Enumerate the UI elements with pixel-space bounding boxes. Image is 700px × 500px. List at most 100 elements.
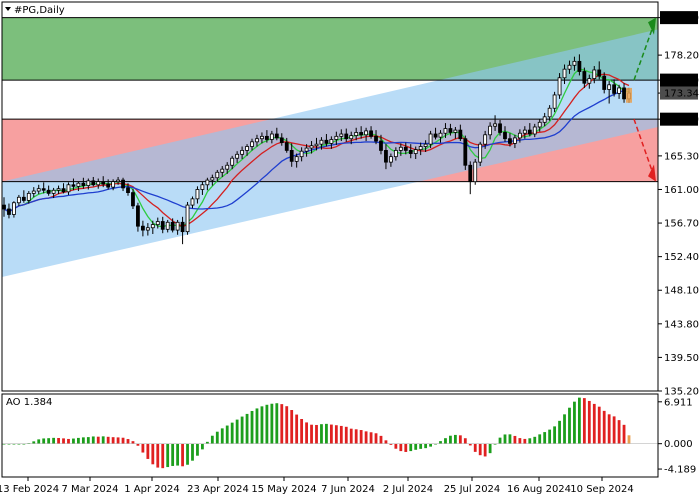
candle-body xyxy=(215,171,220,179)
ao-bar xyxy=(538,434,542,444)
candle xyxy=(31,187,36,198)
candle xyxy=(532,123,537,138)
ao-bar xyxy=(325,423,328,444)
candle xyxy=(498,119,502,136)
x-tick-label: 7 Mar 2024 xyxy=(61,484,118,495)
candle-body xyxy=(16,196,21,204)
candle xyxy=(473,159,478,185)
price-label-box xyxy=(660,73,698,87)
ao-bar xyxy=(543,432,547,444)
ao-bar xyxy=(12,443,16,445)
ao-bar xyxy=(449,435,452,444)
candle xyxy=(329,136,334,149)
ao-bar xyxy=(617,420,621,444)
candle xyxy=(225,162,230,174)
y-tick-label: 152.40 xyxy=(664,252,699,263)
ao-bar xyxy=(280,404,284,444)
ao-bar xyxy=(181,443,184,467)
candle-body xyxy=(557,77,562,96)
ao-bar xyxy=(379,435,383,444)
candle xyxy=(81,177,86,189)
ao-bar xyxy=(205,441,209,444)
bullish-arrow-line xyxy=(633,29,653,81)
candle-body xyxy=(260,135,264,140)
ao-bar xyxy=(498,437,502,444)
candle-body xyxy=(71,184,76,187)
candle xyxy=(111,179,116,191)
ao-bar xyxy=(364,431,368,444)
candle-body xyxy=(101,181,106,185)
x-tick-label: 13 Feb 2024 xyxy=(0,484,59,495)
candle xyxy=(458,124,463,142)
ao-bar xyxy=(627,435,631,444)
bearish-arrow-head xyxy=(648,164,656,182)
candle-body xyxy=(205,179,210,186)
candle-body xyxy=(86,180,91,186)
candle xyxy=(180,216,185,245)
candle-body xyxy=(245,146,249,151)
candle xyxy=(448,123,453,136)
ao-bar xyxy=(156,443,160,468)
candle-body xyxy=(274,133,279,139)
candle-body xyxy=(562,68,567,79)
ao-bar xyxy=(473,443,477,452)
ao-bar xyxy=(136,443,140,446)
candle xyxy=(503,126,507,142)
candle xyxy=(433,127,438,140)
ao-bar xyxy=(568,407,571,444)
candle xyxy=(547,105,552,121)
candle xyxy=(170,218,175,233)
candle-body xyxy=(552,94,557,109)
ao-bar xyxy=(349,428,353,444)
candle-body xyxy=(473,161,478,183)
ao-bar xyxy=(17,443,21,445)
ao-bar xyxy=(439,441,442,444)
candle-body xyxy=(443,128,448,134)
ao-bar xyxy=(607,414,611,444)
dropdown-arrow-icon[interactable] xyxy=(5,7,11,11)
candle-body xyxy=(126,187,130,193)
candle-body xyxy=(195,189,200,200)
candle-body xyxy=(309,145,314,149)
ao-bar xyxy=(96,436,100,444)
symbol-label: #PG,Daily xyxy=(14,5,65,16)
x-tick-label: 2 Jul 2024 xyxy=(383,484,433,495)
candle xyxy=(96,178,101,189)
candle xyxy=(478,141,483,167)
ao-bar xyxy=(344,426,348,444)
candle xyxy=(121,177,125,192)
candle-body xyxy=(190,198,195,206)
candle-body xyxy=(612,84,617,94)
ao-bar xyxy=(394,443,398,449)
candle-body xyxy=(36,188,41,192)
candle xyxy=(61,183,66,194)
candle xyxy=(577,54,582,76)
candle-body xyxy=(319,139,324,145)
candle xyxy=(542,112,547,127)
y-tick-label: 135.20 xyxy=(664,387,699,398)
candle-body xyxy=(433,133,438,138)
price-label-175.00: 175.00 xyxy=(664,76,699,87)
candle-body xyxy=(384,150,388,163)
candle-body xyxy=(597,69,602,77)
ao-tick-label: 6.911 xyxy=(664,397,693,408)
candle-body xyxy=(61,188,66,193)
candle xyxy=(7,203,11,219)
candle-body xyxy=(423,143,428,147)
candle-body xyxy=(111,181,116,188)
candle xyxy=(150,220,155,234)
candle xyxy=(220,166,225,177)
ao-bar xyxy=(429,443,432,447)
candle-body xyxy=(567,64,572,70)
ao-bar xyxy=(334,425,338,444)
candle xyxy=(46,185,51,196)
candle-body xyxy=(617,87,621,94)
candle-body xyxy=(339,133,344,137)
candle xyxy=(463,135,468,170)
candle xyxy=(384,144,388,170)
candle xyxy=(344,128,349,142)
candle xyxy=(607,80,612,104)
ao-bar xyxy=(409,443,413,452)
candle xyxy=(12,201,16,218)
